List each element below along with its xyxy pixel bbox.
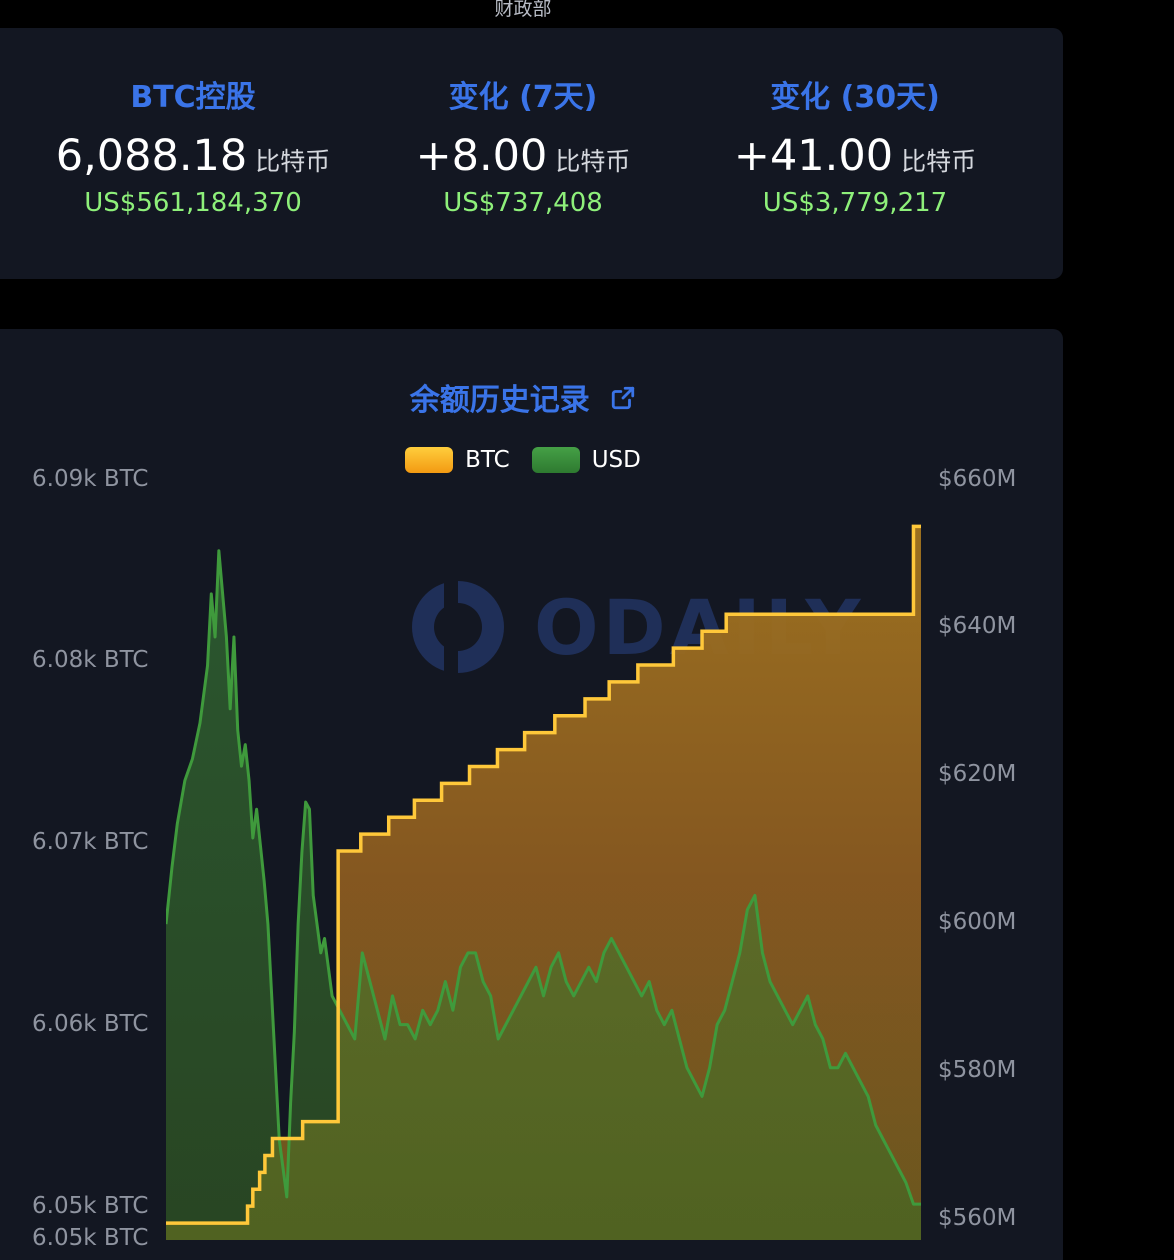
stat-unit: 比特币 [555, 147, 631, 176]
left-axis-tick: 6.05k BTC [32, 1193, 149, 1219]
chart-title-text: 余额历史记录 [409, 383, 590, 418]
external-link-icon[interactable] [610, 384, 636, 419]
left-axis-tick: 6.07k BTC [32, 829, 149, 855]
stat-title: 变化 (30天) [770, 80, 940, 115]
watermark-logo-icon [412, 581, 504, 673]
balance-history-card: 余额历史记录 BTC USD [0, 329, 1063, 1260]
stat-main: +41.00 比特币 [690, 130, 1020, 182]
stat-change-30d: 变化 (30天) +41.00 比特币 US$3,779,217 [690, 78, 1020, 218]
right-axis-tick: $640M [938, 613, 1017, 639]
legend-swatch-btc [405, 447, 454, 473]
legend-swatch-usd [531, 447, 580, 473]
stat-unit: 比特币 [901, 147, 977, 176]
stat-unit: 比特币 [255, 147, 331, 176]
usd-series-line [166, 549, 921, 1206]
left-axis-tick: 6.09k BTC [32, 466, 149, 492]
btc-series-line [166, 524, 921, 1225]
page-top-label: 财政部 [494, 0, 552, 20]
chart-legend: BTC USD [0, 447, 1046, 473]
chart-title: 余额历史记录 [0, 375, 1046, 419]
right-axis-tick: $560M [938, 1205, 1017, 1231]
stat-change-7d: 变化 (7天) +8.00 比特币 US$737,408 [358, 78, 688, 218]
holdings-summary-card: BTC控股 6,088.18 比特币 US$561,184,370 变化 (7天)… [0, 28, 1063, 279]
stat-usd-value: US$737,408 [443, 188, 603, 218]
usd-area-fill [166, 550, 921, 1240]
right-axis-tick: $660M [938, 466, 1017, 492]
legend-label: BTC [465, 447, 510, 473]
right-axis-tick: $600M [938, 909, 1017, 935]
stat-value: +8.00 [415, 131, 548, 181]
balance-history-chart[interactable] [0, 329, 1063, 1260]
stat-value: +41.00 [733, 131, 894, 181]
chart-plot-area [166, 524, 921, 1240]
left-axis-tick: 6.06k BTC [32, 1011, 149, 1037]
legend-label: USD [591, 447, 641, 473]
legend-item-btc[interactable]: BTC [405, 447, 510, 473]
stat-value: 6,088.18 [55, 131, 248, 181]
right-axis-tick: $620M [938, 761, 1017, 787]
legend-item-usd[interactable]: USD [531, 447, 641, 473]
stat-main: +8.00 比特币 [358, 130, 688, 182]
stat-usd-value: US$561,184,370 [84, 188, 302, 218]
stat-btc-holdings: BTC控股 6,088.18 比特币 US$561,184,370 [28, 78, 358, 218]
right-axis-tick: $580M [938, 1057, 1017, 1083]
left-axis-tick: 6.08k BTC [32, 647, 149, 673]
stat-title: 变化 (7天) [448, 80, 598, 115]
stat-main: 6,088.18 比特币 [28, 130, 358, 182]
stat-title: BTC控股 [130, 80, 256, 115]
stat-usd-value: US$3,779,217 [762, 188, 948, 218]
left-axis-tick: 6.05k BTC [32, 1225, 149, 1251]
